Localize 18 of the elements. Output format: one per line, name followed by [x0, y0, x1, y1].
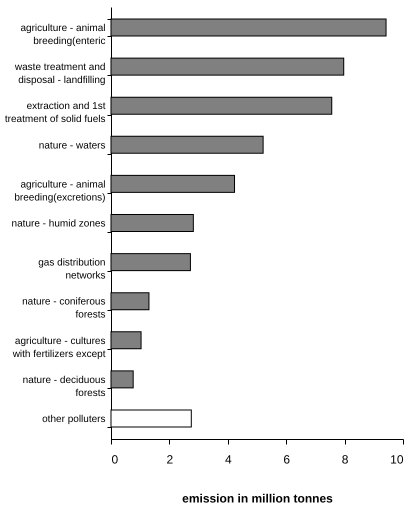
y-tick-label: nature - humid zones: [12, 218, 106, 230]
x-tick-label: 6: [283, 452, 290, 466]
y-tick-label: extraction and 1st treatment of solid fuels: [4, 101, 106, 126]
y-tick-label: other polluters: [42, 414, 106, 425]
y-tick-label: nature - coniferous forests: [22, 296, 106, 321]
x-tick-label: 4: [224, 452, 232, 466]
x-axis-title: emission in million tonnes: [182, 492, 334, 506]
x-tick-label: 10: [390, 452, 404, 466]
y-tick-label: agriculture - animal breeding(excretions): [14, 179, 106, 204]
y-tick-label: nature - deciduous forests: [22, 374, 106, 399]
y-tick-label: gas distribution networks: [38, 258, 106, 282]
y-tick-label: agriculture - animal breeding(enteric: [20, 23, 106, 48]
y-tick-label: nature - waters: [38, 140, 106, 152]
y-tick-label: waste treatment and disposal - landfilling: [14, 62, 106, 86]
x-tick-label: 2: [166, 452, 174, 466]
x-tick-label: 0: [112, 452, 118, 466]
y-tick-label: agriculture - cultures with fertilizers except: [12, 336, 106, 360]
x-tick-label: 8: [342, 452, 349, 466]
